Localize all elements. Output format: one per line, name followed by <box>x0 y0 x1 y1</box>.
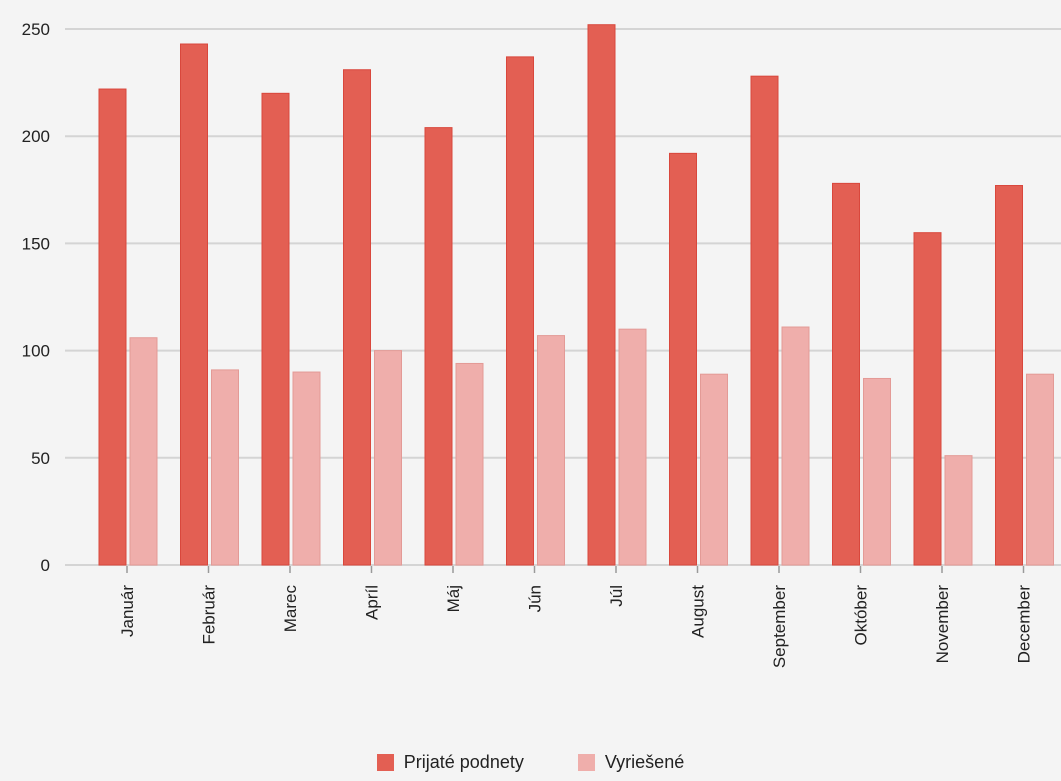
bar-received-9[interactable] <box>832 182 860 566</box>
legend-swatch-resolved <box>577 754 595 771</box>
bar-resolved-6[interactable] <box>618 328 647 566</box>
bar-received-5[interactable] <box>506 56 534 566</box>
bar-received-4[interactable] <box>424 127 453 566</box>
legend-item-received[interactable]: Prijaté podnety <box>376 752 524 773</box>
y-tick-label: 250 <box>22 20 50 39</box>
bar-received-0[interactable] <box>98 88 127 566</box>
bar-received-3[interactable] <box>343 69 371 566</box>
x-category-label: December <box>1015 585 1034 664</box>
bar-resolved-11[interactable] <box>1026 373 1054 566</box>
x-category-label: Október <box>852 585 871 646</box>
x-category-label: Január <box>118 585 137 637</box>
bar-resolved-0[interactable] <box>129 337 158 566</box>
bar-resolved-10[interactable] <box>944 455 973 566</box>
y-tick-label: 0 <box>41 556 50 575</box>
bar-chart: 0 50 100 150 200 250 Január Február Marec Apríl M… <box>22 20 1061 668</box>
bar-received-10[interactable] <box>913 232 942 566</box>
y-tick-label: 200 <box>22 127 50 146</box>
bars <box>98 24 1054 566</box>
bar-resolved-1[interactable] <box>211 369 239 566</box>
bar-received-7[interactable] <box>669 152 697 566</box>
legend-label-received: Prijaté podnety <box>403 752 524 772</box>
bar-resolved-4[interactable] <box>455 362 484 566</box>
x-category-label: September <box>770 585 789 668</box>
x-category-label: Júl <box>607 585 626 607</box>
bar-resolved-7[interactable] <box>700 373 728 566</box>
x-category-label: Marec <box>281 585 300 633</box>
y-tick-label: 150 <box>22 234 50 253</box>
bar-resolved-5[interactable] <box>537 335 565 566</box>
bar-resolved-8[interactable] <box>781 326 810 566</box>
legend-label-resolved: Vyriešené <box>604 752 685 772</box>
legend-swatch-received <box>376 754 394 771</box>
y-tick-label: 50 <box>31 449 50 468</box>
bar-resolved-3[interactable] <box>374 350 402 566</box>
x-category-label: Máj <box>444 585 463 612</box>
x-category-label: November <box>933 585 952 664</box>
x-category-label: August <box>689 585 708 638</box>
legend-item-resolved[interactable]: Vyriešené <box>577 752 685 773</box>
bar-received-1[interactable] <box>180 43 208 566</box>
legend: Prijaté podnety Vyriešené <box>0 752 1061 773</box>
bar-received-8[interactable] <box>750 75 779 566</box>
bar-received-11[interactable] <box>995 185 1023 566</box>
bar-received-2[interactable] <box>261 92 290 566</box>
bar-resolved-9[interactable] <box>863 377 891 566</box>
y-axis-ticks: 0 50 100 150 200 250 <box>22 20 50 575</box>
x-axis-labels: Január Február Marec Apríl Máj Jún Júl August Se… <box>118 566 1034 668</box>
y-tick-label: 100 <box>22 342 50 361</box>
x-category-label: Jún <box>526 585 545 612</box>
x-category-label: Február <box>200 585 219 645</box>
x-category-label: Apríl <box>363 585 382 620</box>
bar-received-6[interactable] <box>587 24 616 566</box>
bar-resolved-2[interactable] <box>292 371 321 566</box>
